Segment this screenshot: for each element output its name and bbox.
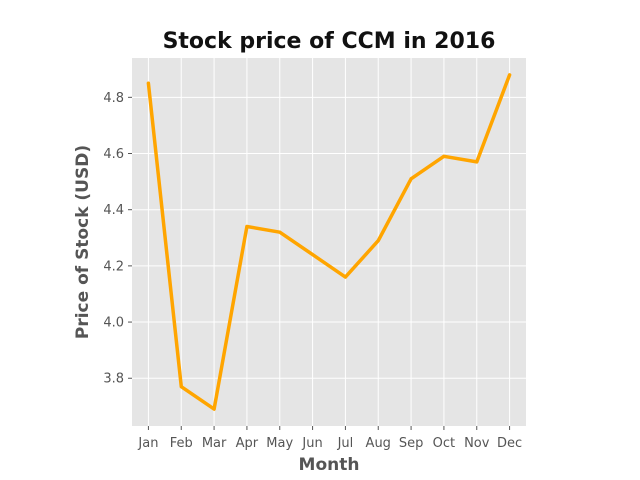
x-tick-label: Feb xyxy=(170,436,193,451)
data-point xyxy=(245,225,249,229)
series-line xyxy=(146,73,512,411)
y-tick-label: 4.6 xyxy=(103,147,124,162)
x-tick-label: Sep xyxy=(399,436,424,451)
data-point xyxy=(508,73,512,77)
data-point xyxy=(278,230,282,234)
x-tick-label: Jan xyxy=(137,436,158,451)
series-layer xyxy=(146,73,512,411)
y-axis-label: Price of Stock (USD) xyxy=(73,145,93,339)
data-point xyxy=(179,385,183,389)
x-tick-label: Jun xyxy=(301,436,322,451)
x-tick-label: May xyxy=(266,436,293,451)
x-tick-label: Aug xyxy=(366,436,391,451)
data-point xyxy=(442,154,446,158)
data-point xyxy=(376,239,380,243)
data-point xyxy=(343,275,347,279)
plot-background xyxy=(132,58,526,426)
data-point xyxy=(475,160,479,164)
x-tick-label: Nov xyxy=(464,436,490,451)
x-tick-label: Oct xyxy=(433,436,455,451)
chart-title: Stock price of CCM in 2016 xyxy=(163,29,496,54)
y-tick-label: 4.4 xyxy=(103,203,124,218)
y-tick-label: 4.8 xyxy=(103,91,124,106)
data-point xyxy=(409,177,413,181)
data-point xyxy=(311,253,315,257)
y-tick-label: 4.2 xyxy=(103,259,124,274)
x-tick-label: Apr xyxy=(236,436,259,451)
y-tick-label: 4.0 xyxy=(103,316,124,331)
axis-ticks: Jan Feb Mar Apr May Jun Jul Aug Sep Oct Nov Dec 3.8 4… xyxy=(103,91,522,451)
x-tick-label: Mar xyxy=(202,436,227,451)
data-point xyxy=(212,407,216,411)
grid-lines xyxy=(132,58,526,426)
data-point xyxy=(146,81,150,85)
x-tick-label: Jul xyxy=(337,436,354,451)
y-tick-label: 3.8 xyxy=(103,372,124,387)
x-axis-label: Month xyxy=(299,455,360,475)
x-tick-label: Dec xyxy=(497,436,522,451)
